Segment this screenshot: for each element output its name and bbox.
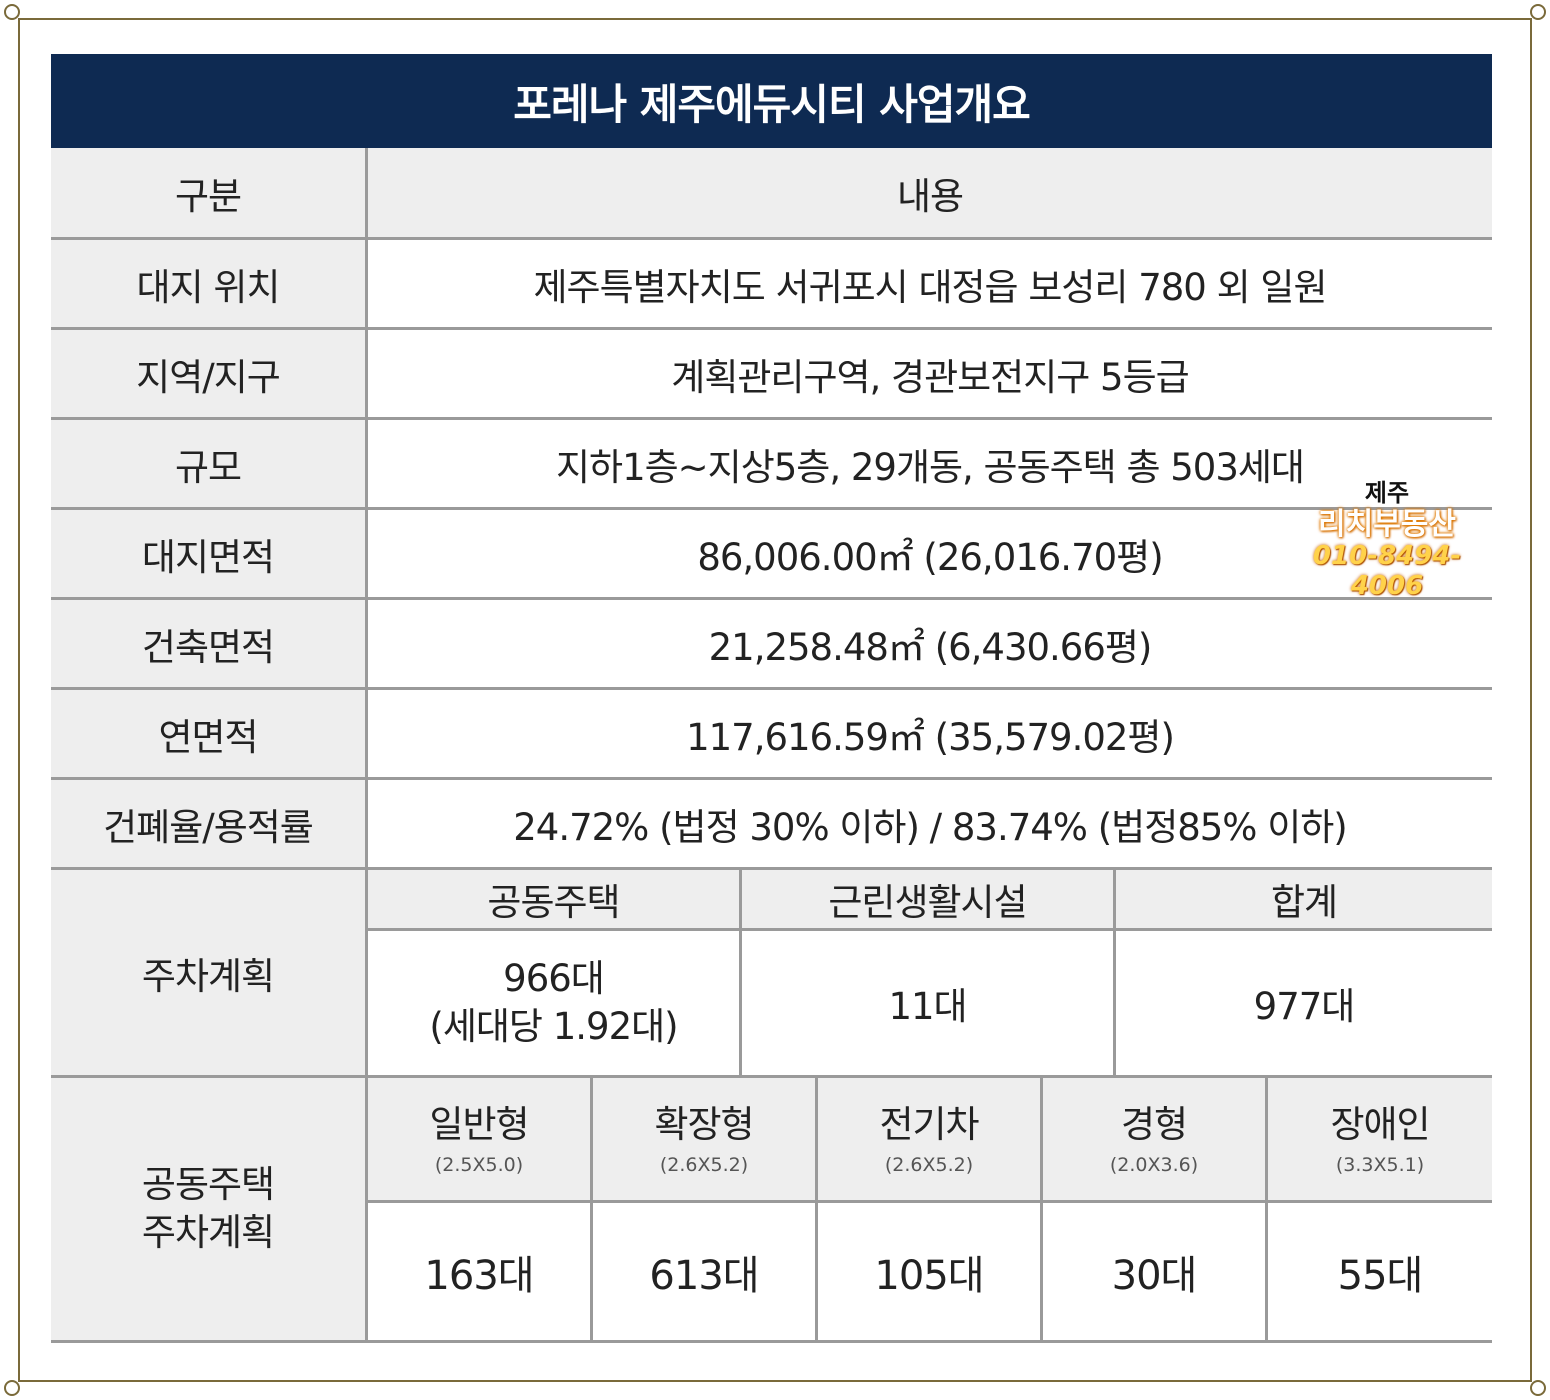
parking-type-name: 일반형 bbox=[429, 1102, 529, 1146]
parking-commercial-count: 11대 bbox=[742, 931, 1116, 1078]
parking-type-name: 확장형 bbox=[654, 1102, 754, 1146]
parking-type-header: 일반형 (2.5X5.0) bbox=[368, 1078, 593, 1203]
overview-table: 구분 내용 대지 위치 제주특별자치도 서귀포시 대정읍 보성리 780 외 일… bbox=[51, 148, 1492, 1343]
row-label-site-location: 대지 위치 bbox=[51, 240, 368, 330]
row-label-total-floor-area: 연면적 bbox=[51, 690, 368, 780]
row-value-total-floor-area: 117,616.59㎡ (35,579.02평) bbox=[368, 690, 1492, 780]
parking-type-size: (3.3X5.1) bbox=[1335, 1153, 1425, 1176]
parking-type-size: (2.6X5.2) bbox=[659, 1153, 749, 1176]
watermark-phone: 010-8494-4006 bbox=[1312, 541, 1462, 601]
agency-watermark: 제주 리치부동산 010-8494-4006 bbox=[1282, 479, 1492, 602]
watermark-city: 제주 bbox=[1364, 479, 1410, 507]
corner-ornament bbox=[1530, 4, 1546, 20]
housing-parking-label-line2: 주차계획 bbox=[141, 1211, 275, 1254]
parking-type-count: 55대 bbox=[1268, 1203, 1492, 1343]
header-content: 내용 bbox=[368, 148, 1492, 240]
row-value-site-area: 86,006.00㎡ (26,016.70평) bbox=[368, 510, 1492, 600]
row-label-building-area: 건축면적 bbox=[51, 600, 368, 690]
housing-parking-label-line1: 공동주택 bbox=[141, 1162, 275, 1206]
parking-type-name: 장애인 bbox=[1330, 1102, 1430, 1146]
parking-header-total: 합계 bbox=[1116, 870, 1492, 931]
parking-plan-label: 주차계획 bbox=[51, 870, 368, 1078]
parking-housing-cell: 966대 (세대당 1.92대) bbox=[368, 931, 742, 1078]
parking-type-size: (2.6X5.2) bbox=[884, 1153, 974, 1176]
row-value-site-location: 제주특별자치도 서귀포시 대정읍 보성리 780 외 일원 bbox=[368, 240, 1492, 330]
parking-header-commercial: 근린생활시설 bbox=[742, 870, 1116, 931]
parking-type-count: 163대 bbox=[368, 1203, 593, 1343]
corner-ornament bbox=[1530, 1380, 1546, 1396]
row-label-site-area: 대지면적 bbox=[51, 510, 368, 600]
parking-total-count: 977대 bbox=[1116, 931, 1492, 1078]
parking-type-name: 전기차 bbox=[879, 1102, 979, 1146]
row-value-building-area: 21,258.48㎡ (6,430.66평) bbox=[368, 600, 1492, 690]
parking-type-header: 장애인 (3.3X5.1) bbox=[1268, 1078, 1492, 1203]
parking-type-header: 경형 (2.0X3.6) bbox=[1043, 1078, 1268, 1203]
row-value-coverage-ratio: 24.72% (법정 30% 이하) / 83.74% (법정85% 이하) bbox=[368, 780, 1492, 870]
parking-housing-count: 966대 bbox=[503, 956, 605, 1000]
row-value-scale: 지하1층~지상5층, 29개동, 공동주택 총 503세대 bbox=[368, 420, 1492, 510]
parking-type-header: 전기차 (2.6X5.2) bbox=[818, 1078, 1043, 1203]
parking-type-name: 경형 bbox=[1120, 1102, 1188, 1146]
watermark-agency-name: 리치부동산 bbox=[1318, 506, 1456, 542]
row-label-scale: 규모 bbox=[51, 420, 368, 510]
parking-type-header: 확장형 (2.6X5.2) bbox=[593, 1078, 818, 1203]
parking-housing-note: (세대당 1.92대) bbox=[429, 1005, 678, 1048]
parking-type-size: (2.5X5.0) bbox=[434, 1153, 524, 1176]
corner-ornament bbox=[4, 4, 20, 20]
parking-header-housing: 공동주택 bbox=[368, 870, 742, 931]
parking-type-count: 613대 bbox=[593, 1203, 818, 1343]
table-title: 포레나 제주에듀시티 사업개요 bbox=[51, 54, 1492, 148]
housing-parking-label: 공동주택 주차계획 bbox=[51, 1078, 368, 1343]
row-label-zoning: 지역/지구 bbox=[51, 330, 368, 420]
corner-ornament bbox=[4, 1380, 20, 1396]
parking-type-size: (2.0X3.6) bbox=[1109, 1153, 1199, 1176]
parking-type-count: 30대 bbox=[1043, 1203, 1268, 1343]
row-label-coverage-ratio: 건폐율/용적률 bbox=[51, 780, 368, 870]
header-category: 구분 bbox=[51, 148, 368, 240]
parking-type-count: 105대 bbox=[818, 1203, 1043, 1343]
row-value-zoning: 계획관리구역, 경관보전지구 5등급 bbox=[368, 330, 1492, 420]
